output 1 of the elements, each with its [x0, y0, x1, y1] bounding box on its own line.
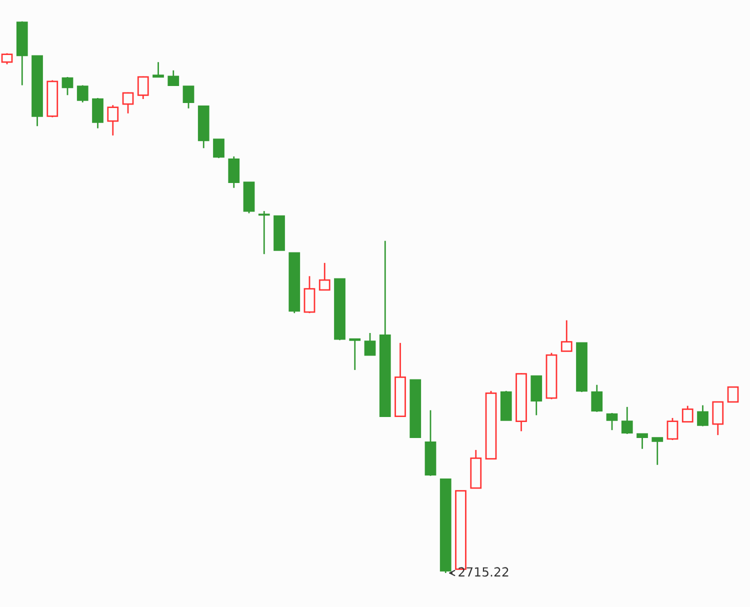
annotation: 2715.22 — [458, 567, 508, 577]
